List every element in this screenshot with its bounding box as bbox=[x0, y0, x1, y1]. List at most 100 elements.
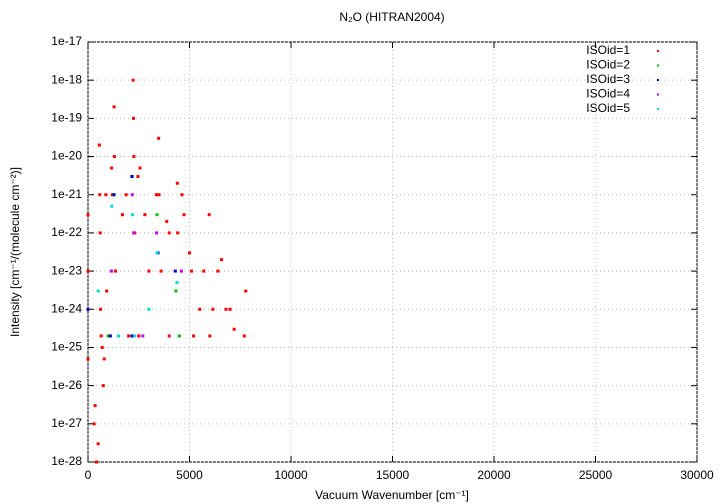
data-point bbox=[127, 334, 131, 338]
data-point bbox=[207, 213, 211, 217]
data-point bbox=[175, 181, 179, 185]
data-point bbox=[232, 327, 236, 331]
data-point bbox=[105, 289, 109, 293]
data-point bbox=[192, 334, 196, 338]
y-tick-label: 1e-18 bbox=[51, 72, 82, 86]
data-point bbox=[143, 213, 147, 217]
x-tick-label: 5000 bbox=[176, 468, 203, 482]
data-point bbox=[110, 204, 114, 208]
y-tick-label: 1e-22 bbox=[51, 225, 82, 239]
data-point bbox=[176, 231, 180, 235]
data-point bbox=[113, 269, 117, 273]
data-point bbox=[102, 357, 106, 361]
data-point bbox=[165, 219, 169, 223]
x-tick-label: 0 bbox=[85, 468, 92, 482]
x-tick-label: 30000 bbox=[680, 468, 714, 482]
data-point bbox=[198, 307, 202, 311]
data-point bbox=[108, 334, 112, 338]
data-point bbox=[130, 334, 134, 338]
data-point bbox=[147, 307, 151, 311]
data-point bbox=[242, 334, 246, 338]
data-point bbox=[175, 281, 179, 285]
data-point bbox=[174, 289, 178, 293]
data-point bbox=[157, 136, 161, 140]
data-point bbox=[112, 105, 116, 109]
data-point bbox=[228, 307, 232, 311]
data-point bbox=[132, 231, 136, 235]
data-point bbox=[97, 143, 101, 147]
legend-label: ISOid=1 bbox=[586, 43, 630, 57]
data-point bbox=[211, 307, 215, 311]
data-point bbox=[93, 404, 97, 408]
data-point bbox=[130, 175, 134, 179]
y-tick-label: 1e-24 bbox=[51, 301, 82, 315]
data-point bbox=[96, 289, 100, 293]
data-point bbox=[136, 175, 140, 179]
data-point bbox=[130, 193, 134, 197]
legend-label: ISOid=3 bbox=[586, 72, 630, 86]
data-point bbox=[112, 193, 116, 197]
data-point bbox=[124, 193, 128, 197]
y-tick-label: 1e-20 bbox=[51, 149, 82, 163]
data-point bbox=[92, 422, 96, 426]
data-point bbox=[110, 166, 114, 170]
data-point bbox=[190, 269, 194, 273]
legend-label: ISOid=5 bbox=[586, 101, 630, 115]
data-point bbox=[98, 193, 102, 197]
data-point bbox=[155, 231, 159, 235]
data-point bbox=[116, 334, 120, 338]
data-point bbox=[98, 231, 102, 235]
x-tick-label: 15000 bbox=[376, 468, 410, 482]
data-point bbox=[244, 289, 248, 293]
data-point bbox=[86, 307, 90, 311]
data-point bbox=[155, 251, 159, 255]
data-point bbox=[177, 334, 181, 338]
data-point bbox=[137, 334, 141, 338]
data-point bbox=[167, 231, 171, 235]
data-point bbox=[188, 251, 191, 255]
y-tick-label: 1e-21 bbox=[51, 187, 82, 201]
data-point bbox=[141, 334, 145, 338]
data-point bbox=[131, 78, 135, 82]
data-point bbox=[132, 155, 136, 159]
legend-label: ISOid=2 bbox=[586, 58, 630, 72]
data-point bbox=[180, 193, 184, 197]
data-point bbox=[109, 269, 113, 273]
legend-marker bbox=[657, 50, 659, 52]
y-tick-label: 1e-23 bbox=[51, 263, 82, 277]
data-point bbox=[138, 166, 142, 170]
data-point bbox=[100, 345, 104, 349]
data-point bbox=[121, 213, 125, 217]
data-point bbox=[173, 269, 177, 273]
data-point bbox=[95, 460, 99, 464]
data-point bbox=[86, 269, 90, 273]
legend-marker bbox=[657, 64, 659, 67]
data-point bbox=[208, 334, 212, 338]
data-point bbox=[104, 193, 108, 197]
y-tick-label: 1e-26 bbox=[51, 378, 82, 392]
data-point bbox=[154, 193, 158, 197]
data-point bbox=[96, 442, 100, 446]
y-tick-label: 1e-17 bbox=[51, 34, 82, 48]
x-tick-label: 10000 bbox=[274, 468, 308, 482]
x-axis-label: Vacuum Wavenumber [cm⁻¹] bbox=[315, 488, 469, 502]
data-point bbox=[130, 213, 134, 217]
data-point bbox=[159, 269, 163, 273]
data-point bbox=[182, 213, 186, 217]
data-point bbox=[106, 334, 110, 338]
legend-marker bbox=[657, 93, 659, 96]
y-tick-label: 1e-25 bbox=[51, 340, 82, 354]
data-point bbox=[155, 213, 159, 217]
data-point bbox=[99, 334, 103, 338]
y-tick-label: 1e-19 bbox=[51, 111, 82, 125]
data-point bbox=[101, 384, 105, 388]
y-tick-label: 1e-28 bbox=[51, 454, 82, 468]
x-tick-label: 20000 bbox=[477, 468, 511, 482]
legend-marker bbox=[657, 108, 659, 110]
data-point bbox=[216, 269, 220, 273]
data-point bbox=[86, 357, 90, 361]
legend-marker bbox=[657, 79, 659, 81]
y-axis-label: Intensity [cm⁻¹/(molecule cm⁻²)] bbox=[8, 167, 22, 337]
x-tick-label: 25000 bbox=[579, 468, 613, 482]
